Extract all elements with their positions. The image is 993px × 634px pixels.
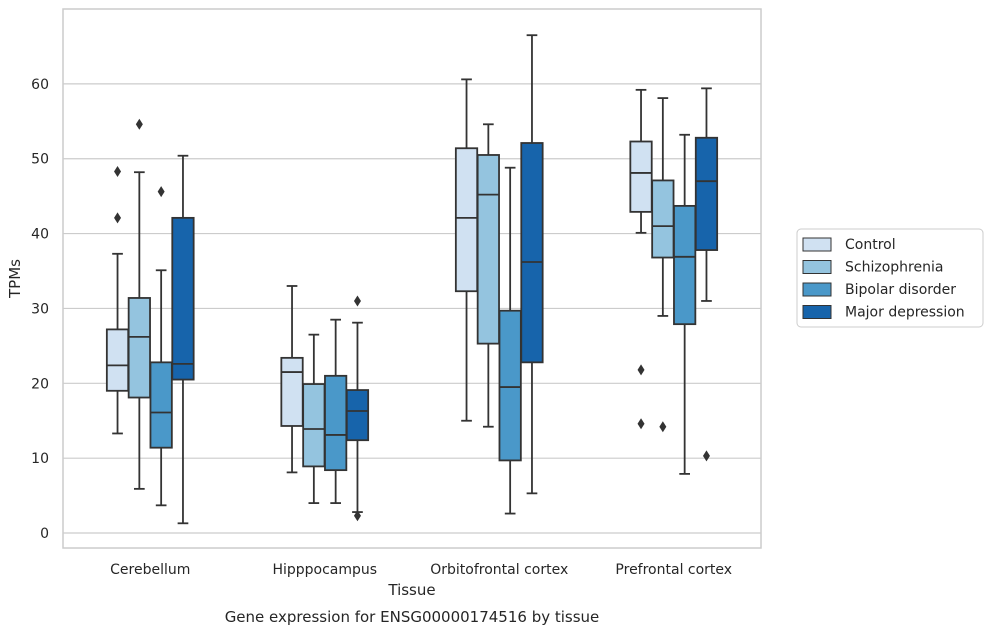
box-iqr <box>454 147 479 293</box>
box-iqr <box>345 389 370 442</box>
y-tick-labels: 0 10 20 30 40 50 60 <box>31 77 49 542</box>
legend-box <box>796 228 984 328</box>
box-iqr <box>673 204 697 326</box>
grid-lines <box>63 83 761 534</box>
box-iqr <box>476 154 500 345</box>
legend: Control Schizophrenia Bipolar disorder Majo… <box>796 228 984 328</box>
box-iqr <box>498 309 522 462</box>
legend-label: Bipolar disorder <box>845 282 956 298</box>
box-schizophrenia <box>651 97 675 433</box>
figure-caption: Gene expression for ENSG00000174516 by t… <box>225 608 600 626</box>
outlier-point <box>353 295 361 307</box>
x-tick-label: Prefrontal cortex <box>615 562 732 578</box>
legend-swatch <box>802 282 832 297</box>
outlier-point <box>702 450 710 462</box>
legend-swatch <box>802 260 832 274</box>
box-bipolar-disorder <box>324 318 348 504</box>
outlier-point <box>637 364 645 376</box>
outlier-point <box>114 165 122 177</box>
y-axis-label: TPMs <box>6 259 24 299</box>
outlier-point <box>637 418 645 430</box>
legend-label: Major depression <box>845 305 965 321</box>
box-schizophrenia <box>476 123 500 428</box>
box-major-depression <box>345 295 370 522</box>
box-major-depression <box>520 34 544 495</box>
outlier-point <box>659 421 667 433</box>
box-iqr <box>520 142 544 364</box>
y-tick-label: 40 <box>31 227 49 243</box>
box-bipolar-disorder <box>498 166 522 515</box>
outlier-point <box>157 186 165 198</box>
box-iqr <box>280 356 304 427</box>
x-tick-labels: Cerebellum Hipppocampus Orbitofrontal cort… <box>110 562 732 578</box>
x-tick-label: Cerebellum <box>110 562 190 578</box>
axes-frame <box>62 8 762 549</box>
box-major-depression <box>694 87 719 462</box>
box-control <box>105 165 130 435</box>
box-iqr <box>651 179 675 259</box>
box-control <box>454 78 479 422</box>
box-iqr <box>149 361 173 449</box>
outlier-point <box>114 212 122 224</box>
legend-swatch <box>802 305 832 319</box>
outlier-point <box>353 510 361 522</box>
box-iqr <box>324 374 348 472</box>
y-tick-label: 50 <box>31 152 49 168</box>
box-iqr <box>629 140 653 213</box>
y-tick-label: 20 <box>31 376 49 392</box>
y-tick-label: 10 <box>31 451 49 467</box>
box-iqr <box>694 136 719 251</box>
x-tick-label: Hipppocampus <box>272 562 377 578</box>
box-iqr <box>302 383 326 468</box>
y-tick-label: 30 <box>31 301 49 317</box>
legend-label: Schizophrenia <box>845 260 943 276</box>
x-axis-label: Tissue <box>387 581 435 599</box>
box-control <box>280 285 304 474</box>
box-schizophrenia <box>127 118 151 490</box>
box-iqr <box>171 216 195 381</box>
outlier-point <box>135 118 143 130</box>
legend-label: Control <box>845 237 896 253</box>
x-tick-label: Orbitofrontal cortex <box>430 562 568 578</box>
box-schizophrenia <box>302 333 326 504</box>
y-tick-label: 60 <box>31 77 49 93</box>
legend-swatch <box>802 237 832 252</box>
box-control <box>629 88 653 430</box>
box-major-depression <box>171 154 195 525</box>
box-iqr <box>105 328 130 392</box>
y-tick-label: 0 <box>40 526 49 542</box>
box-bipolar-disorder <box>673 133 697 475</box>
plot-area <box>105 34 719 525</box>
box-bipolar-disorder <box>149 186 173 507</box>
box-iqr <box>127 297 151 399</box>
